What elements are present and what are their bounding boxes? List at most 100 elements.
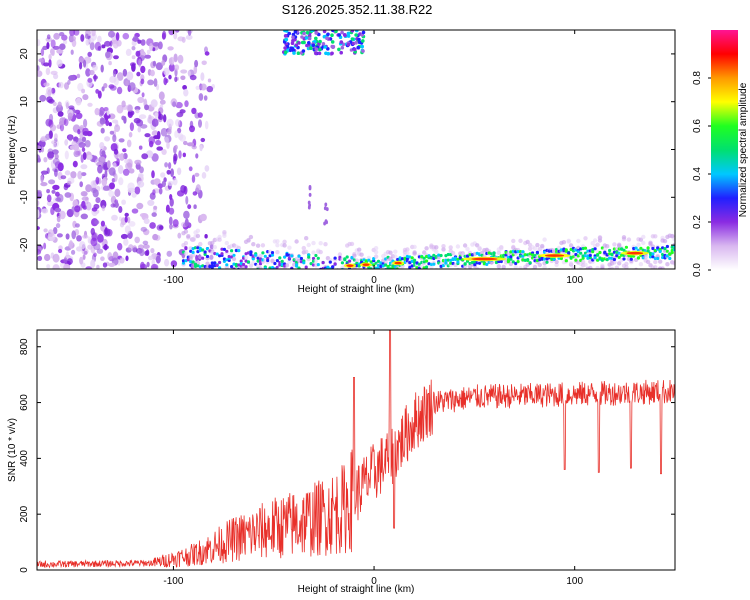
heatmap-cell — [338, 270, 341, 273]
heatmap-cell — [246, 260, 251, 264]
heatmap-cell — [545, 260, 549, 264]
heatmap-cell — [118, 177, 124, 186]
heatmap-cell — [506, 255, 511, 259]
heatmap-cell — [212, 245, 217, 250]
heatmap-cell — [478, 261, 482, 265]
heatmap-cell — [187, 70, 191, 77]
heatmap-cell — [59, 210, 66, 220]
heatmap-cell — [168, 162, 172, 170]
heatmap-cell — [176, 167, 182, 176]
heatmap-cell — [151, 130, 159, 137]
heatmap-cell — [462, 243, 468, 248]
heatmap-cell — [196, 250, 200, 254]
heatmap-cell — [239, 279, 243, 283]
heatmap-cell — [583, 246, 588, 250]
heatmap-cell — [193, 264, 198, 268]
heatmap-cell — [301, 245, 306, 251]
heatmap-cell — [125, 255, 129, 262]
colorbar-tick-label: 0.0 — [692, 263, 703, 277]
heatmap-cell — [215, 252, 219, 256]
heatmap-cell — [52, 253, 60, 263]
heatmap-cell — [608, 252, 612, 256]
heatmap-cell — [592, 238, 598, 243]
heatmap-cell — [153, 205, 158, 210]
heatmap-cell — [188, 166, 193, 172]
heatmap-cell — [64, 150, 69, 160]
heatmap-cell — [317, 32, 321, 37]
snr-panel: -100 0 100 0 200 400 600 800 Height of straight… — [7, 329, 676, 595]
heatmap-cell — [101, 86, 105, 92]
heatmap-cell — [137, 39, 142, 44]
heatmap-cell — [323, 45, 328, 49]
heatmap-cell — [427, 271, 431, 275]
heatmap-cell — [300, 270, 303, 273]
heatmap-cell — [612, 242, 617, 247]
colorbar-tick-label: 0.6 — [692, 119, 703, 133]
heatmap-cell — [386, 276, 390, 280]
heatmap-cell — [429, 264, 434, 269]
heatmap-cell — [254, 253, 258, 257]
heatmap-cell — [355, 264, 359, 268]
snr-series-line — [37, 330, 675, 569]
heatmap-cell — [321, 271, 325, 275]
heatmap-cell — [118, 138, 125, 143]
heatmap-cell — [302, 271, 305, 274]
heatmap-cell — [621, 235, 627, 240]
heatmap-cell — [540, 257, 544, 261]
heatmap-cell — [210, 240, 215, 246]
heatmap-cell — [153, 78, 158, 87]
heatmap-cell — [232, 277, 236, 281]
heatmap-cell — [624, 245, 629, 249]
heatmap-cell — [57, 111, 64, 117]
heatmap-cell — [46, 42, 50, 50]
heatmap-cell — [114, 188, 121, 197]
heatmap-cell — [203, 252, 207, 256]
heatmap-cell — [451, 269, 455, 273]
heatmap-cell — [180, 69, 188, 74]
heatmap-cell — [85, 38, 90, 46]
heatmap-cell — [278, 273, 282, 277]
heatmap-cell — [248, 234, 254, 240]
heatmap-cell — [205, 261, 210, 266]
heatmap-cell — [521, 254, 525, 258]
heatmap-cell — [43, 82, 50, 87]
heatmap-cell — [586, 254, 590, 258]
heatmap-cell — [290, 254, 294, 258]
heatmap-cell — [104, 136, 111, 142]
heatmap-cell — [325, 207, 329, 212]
heatmap-cell — [292, 283, 296, 287]
heatmap-cell — [139, 248, 145, 257]
heatmap-cell — [662, 238, 668, 244]
heatmap-cell — [347, 275, 351, 279]
heatmap-cell — [119, 153, 125, 161]
heatmap-cell — [96, 264, 100, 269]
heatmap-cell — [275, 239, 280, 244]
heatmap-cell — [83, 118, 88, 128]
heatmap-cell — [158, 113, 164, 120]
heatmap-cell — [85, 266, 93, 269]
heatmap-cell — [58, 248, 63, 254]
heatmap-cell — [463, 267, 468, 269]
heatmap-cell — [343, 273, 346, 276]
heatmap-cell — [47, 229, 55, 238]
heatmap-cell — [189, 260, 193, 264]
heatmap-cell — [516, 270, 520, 274]
heatmap-cell — [190, 253, 196, 258]
heatmap-cell — [405, 251, 410, 256]
heatmap-cell — [617, 255, 621, 259]
heatmap-cell — [302, 261, 306, 265]
heatmap-hotspot — [394, 261, 402, 265]
heatmap-cell — [79, 131, 84, 139]
heatmap-cell — [614, 265, 619, 269]
heatmap-cell — [373, 246, 379, 251]
heatmap-cell — [152, 60, 157, 67]
heatmap-cell — [186, 271, 190, 275]
heatmap-cell — [641, 234, 646, 240]
heatmap-cell — [194, 59, 199, 68]
heatmap-cell — [280, 262, 284, 267]
heatmap-cell — [42, 45, 48, 51]
heatmap-cell — [87, 102, 93, 107]
heatmap-cell — [116, 86, 123, 95]
heatmap-cell — [92, 189, 99, 198]
heatmap-cell — [45, 37, 53, 43]
